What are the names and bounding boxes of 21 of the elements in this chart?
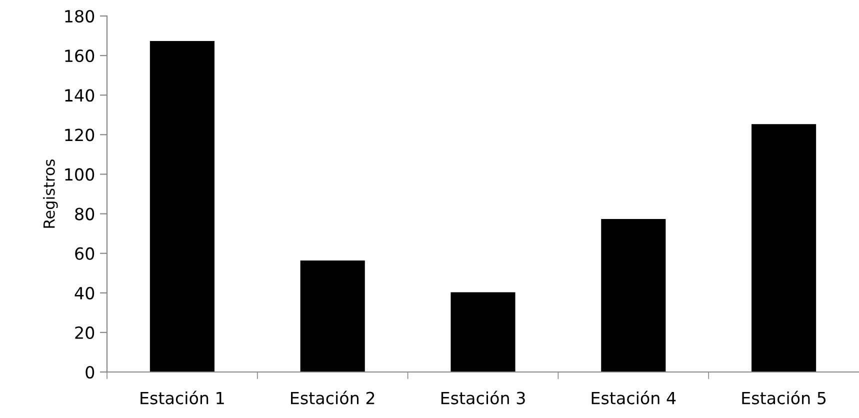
y-tick-label: 20 — [75, 326, 94, 340]
bar — [450, 292, 516, 372]
y-tick-label: 180 — [65, 10, 94, 23]
y-tick-label: 140 — [65, 89, 94, 102]
y-tick-label: 60 — [75, 247, 94, 260]
y-tick-label: 0 — [86, 366, 94, 379]
bar — [150, 41, 214, 372]
y-tick-label: 160 — [65, 50, 94, 62]
y-tick-label: 100 — [65, 168, 94, 181]
x-tick-label: Estación 4 — [592, 390, 676, 404]
x-tick-label: Estación 3 — [441, 390, 525, 404]
bar — [300, 260, 365, 372]
y-tick-label: 120 — [65, 128, 94, 142]
bar — [752, 124, 816, 372]
x-tick-label: Estación 5 — [742, 390, 826, 404]
x-tick-label: Estación 2 — [291, 390, 374, 404]
bar — [601, 219, 666, 372]
y-axis-title: Registros — [43, 160, 58, 228]
y-tick-label: 80 — [75, 208, 94, 220]
x-tick-label: Estación 1 — [140, 390, 224, 404]
y-tick-label: 40 — [74, 286, 94, 300]
